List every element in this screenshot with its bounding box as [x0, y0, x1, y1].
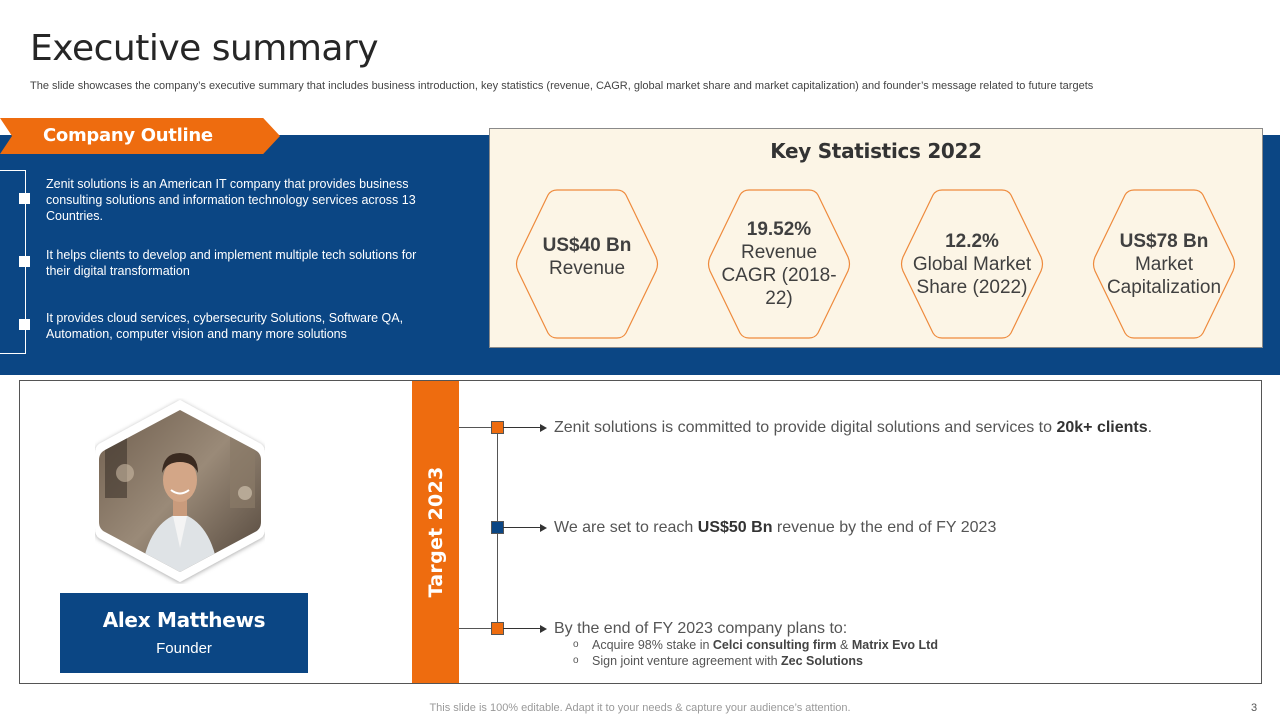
stat-value: US$78 Bn: [1119, 230, 1209, 252]
timeline-arrow-line: [503, 427, 541, 428]
target-item: By the end of FY 2023 company plans to:: [554, 620, 848, 637]
timeline-connector: [459, 628, 497, 629]
timeline-connector: [459, 427, 497, 428]
hexagon-shape-icon: [1092, 189, 1236, 339]
stat-hexagon: US$40 Bn Revenue: [515, 189, 659, 339]
page-title: Executive summary: [30, 28, 379, 69]
key-statistics-panel: Key Statistics 2022 US$40 Bn Revenue 19.…: [489, 128, 1263, 348]
footer-note: This slide is 100% editable. Adapt it to…: [429, 702, 851, 714]
target-item: Zenit solutions is committed to provide …: [554, 419, 1153, 436]
company-outline-heading: Company Outline: [43, 125, 213, 146]
target-label-bar: Target 2023: [412, 381, 459, 683]
stat-value: 19.52%: [746, 219, 812, 240]
arrow-right-icon: [540, 625, 547, 633]
stat-label: Market Capitalization: [1106, 253, 1222, 298]
sub-bullet-icon: o: [573, 639, 579, 650]
outline-item: It provides cloud services, cybersecurit…: [46, 311, 404, 341]
outline-item: Zenit solutions is an American IT compan…: [46, 177, 416, 223]
stat-hexagon: 12.2% Global Market Share (2022): [900, 189, 1044, 339]
stat-hexagon: US$78 Bn Market Capitalization: [1092, 189, 1236, 339]
founder-name: Alex Matthews: [102, 608, 266, 632]
timeline-arrow-line: [503, 628, 541, 629]
bullet-square-icon: [19, 256, 30, 267]
arrow-right-icon: [540, 424, 547, 432]
target-sub-item: Acquire 98% stake in Celci consulting fi…: [592, 638, 938, 652]
timeline-arrow-line: [503, 527, 541, 528]
target-label: Target 2023: [424, 466, 447, 598]
page-subtitle: The slide showcases the company’s execut…: [30, 80, 1094, 92]
company-outline-tab: Company Outline: [0, 118, 280, 154]
outline-item: It helps clients to develop and implemen…: [46, 248, 417, 278]
founder-card: Alex Matthews Founder: [60, 593, 308, 673]
stat-value: 12.2%: [945, 230, 999, 252]
hexagon-shape-icon: [515, 189, 659, 339]
target-sub-item: Sign joint venture agreement with Zec So…: [592, 654, 863, 668]
founder-photo: [95, 400, 265, 582]
hexagon-shape-icon: [707, 189, 851, 339]
hexagon-shape-icon: [900, 189, 1044, 339]
founder-role: Founder: [156, 640, 212, 657]
key-statistics-title: Key Statistics 2022: [770, 139, 982, 163]
sub-bullet-icon: o: [573, 655, 579, 666]
bullet-square-icon: [19, 193, 30, 204]
arrow-right-icon: [540, 524, 547, 532]
stat-label: Revenue: [548, 258, 626, 279]
stat-value: US$40 Bn: [542, 235, 632, 256]
target-item: We are set to reach US$50 Bn revenue by …: [554, 519, 997, 536]
stat-label: Global Market Share (2022): [912, 253, 1032, 298]
stat-label: Revenue CAGR (2018-22): [721, 242, 837, 309]
stat-hexagon: 19.52% Revenue CAGR (2018-22): [707, 189, 851, 339]
page-number: 3: [1251, 702, 1258, 714]
bullet-square-icon: [19, 319, 30, 330]
